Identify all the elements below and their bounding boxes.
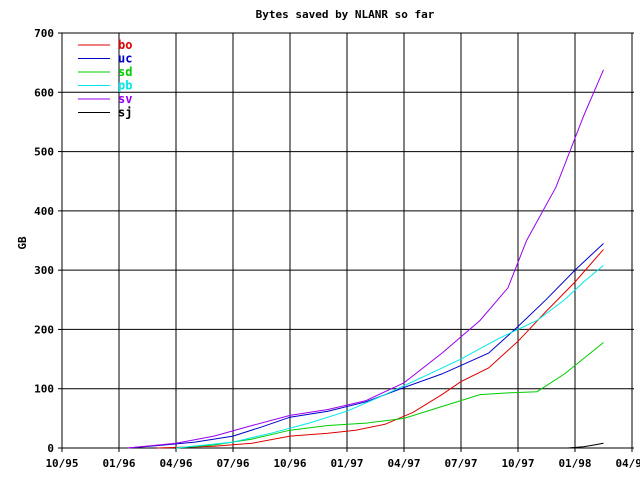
legend-label-sj: sj (118, 106, 132, 120)
y-tick-label: 500 (34, 146, 54, 159)
y-tick-label: 0 (47, 442, 54, 455)
series-line-pb (175, 265, 604, 449)
x-tick-label: 07/96 (216, 457, 249, 470)
x-tick-label: 10/95 (45, 457, 78, 470)
series-line-sd (175, 342, 604, 449)
legend-label-pb: pb (118, 79, 132, 93)
x-tick-label: 01/97 (330, 457, 363, 470)
x-tick-label: 07/97 (444, 457, 477, 470)
series-lines (127, 69, 604, 449)
y-tick-label: 200 (34, 323, 54, 336)
x-tick-label: 01/96 (102, 457, 135, 470)
x-tick-label: 01/98 (558, 457, 591, 470)
x-tick-label: 04/97 (387, 457, 420, 470)
series-line-bo (156, 249, 604, 449)
legend-label-sd: sd (118, 65, 132, 79)
legend-label-bo: bo (118, 38, 132, 52)
series-line-sv (127, 69, 604, 449)
legend-label-sv: sv (118, 92, 132, 106)
y-tick-label: 100 (34, 383, 54, 396)
chart-title: Bytes saved by NLANR so far (256, 8, 435, 21)
axes: 10/95 01/96 04/96 07/96 10/96 01/97 04/97 07/97… (34, 27, 640, 470)
series-line-sj (567, 442, 604, 449)
series-line-uc (127, 243, 604, 449)
y-axis-label: GB (16, 236, 29, 250)
y-tick-label: 300 (34, 264, 54, 277)
x-tick-label: 04/98 (615, 457, 640, 470)
y-tick-label: 700 (34, 27, 54, 40)
x-tick-label: 10/97 (501, 457, 534, 470)
y-tick-label: 400 (34, 205, 54, 218)
y-tick-label: 600 (34, 86, 54, 99)
x-tick-label: 04/96 (159, 457, 192, 470)
grid (62, 32, 634, 448)
x-tick-label: 10/96 (273, 457, 306, 470)
legend-label-uc: uc (118, 52, 132, 66)
